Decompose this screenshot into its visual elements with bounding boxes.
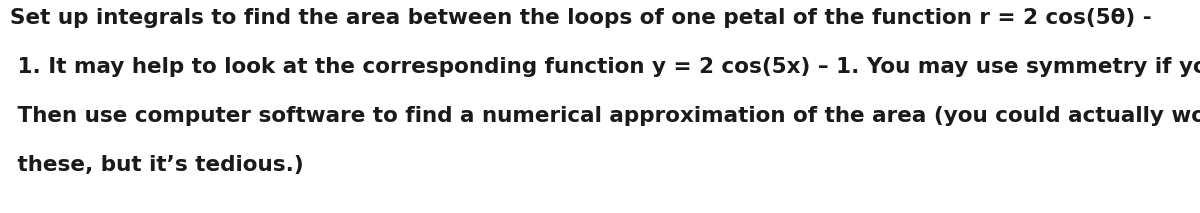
- Text: 1. It may help to look at the corresponding function y = 2 cos(5x) – 1. You may : 1. It may help to look at the correspond…: [10, 57, 1200, 77]
- Text: these, but it’s tedious.): these, but it’s tedious.): [10, 155, 304, 175]
- Text: Then use computer software to find a numerical approximation of the area (you co: Then use computer software to find a num…: [10, 106, 1200, 126]
- Text: Set up integrals to find the area between the loops of one petal of the function: Set up integrals to find the area betwee…: [10, 8, 1152, 28]
